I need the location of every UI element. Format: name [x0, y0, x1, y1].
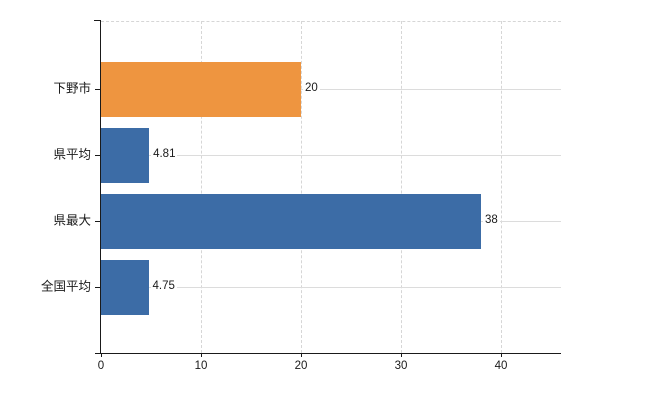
bar	[101, 259, 149, 315]
x-axis-tick	[401, 353, 402, 357]
bar	[101, 61, 301, 117]
vertical-gridline	[501, 21, 502, 353]
x-tick-label: 10	[194, 360, 208, 372]
bar-row: 県平均 4.81	[53, 127, 561, 183]
value-label: 4.75	[150, 280, 177, 294]
category-label: 全国平均	[40, 279, 91, 294]
plot-area: 下野市 20 県平均 4.81 県最大 38 全国平均 4.75	[41, 20, 561, 372]
value-label: 38	[483, 214, 500, 228]
y-axis-category-tick	[95, 155, 101, 156]
vertical-gridline	[401, 21, 402, 353]
x-axis	[95, 353, 561, 354]
x-tick-label: 30	[394, 360, 408, 372]
value-label: 4.81	[151, 148, 178, 162]
plot-top-gridline	[101, 21, 561, 22]
horizontal-gridline	[101, 155, 561, 156]
bar-row: 県最大 38	[53, 193, 561, 249]
vertical-gridline	[301, 21, 302, 353]
value-label: 20	[303, 82, 320, 96]
category-label: 県平均	[53, 147, 91, 162]
x-axis-tick	[201, 353, 202, 357]
x-tick-label: 0	[97, 360, 105, 372]
bar-row: 全国平均 4.75	[41, 259, 561, 315]
y-axis-top-tick	[94, 20, 101, 21]
horizontal-gridline	[101, 287, 561, 288]
y-axis-category-tick	[95, 221, 101, 222]
vertical-gridline	[201, 21, 202, 353]
y-axis-category-tick	[95, 287, 101, 288]
category-label: 県最大	[53, 213, 91, 228]
x-tick-label: 20	[294, 360, 308, 372]
y-axis-category-tick	[95, 89, 101, 90]
bar-row: 下野市 20	[53, 61, 561, 117]
bar	[101, 127, 150, 183]
x-axis-tick	[501, 353, 502, 357]
bar	[101, 193, 481, 249]
category-label: 下野市	[53, 81, 91, 96]
x-axis-tick	[301, 353, 302, 357]
horizontal-gridline	[101, 89, 561, 90]
x-tick-label: 40	[494, 360, 508, 372]
x-axis-tick	[101, 353, 102, 357]
